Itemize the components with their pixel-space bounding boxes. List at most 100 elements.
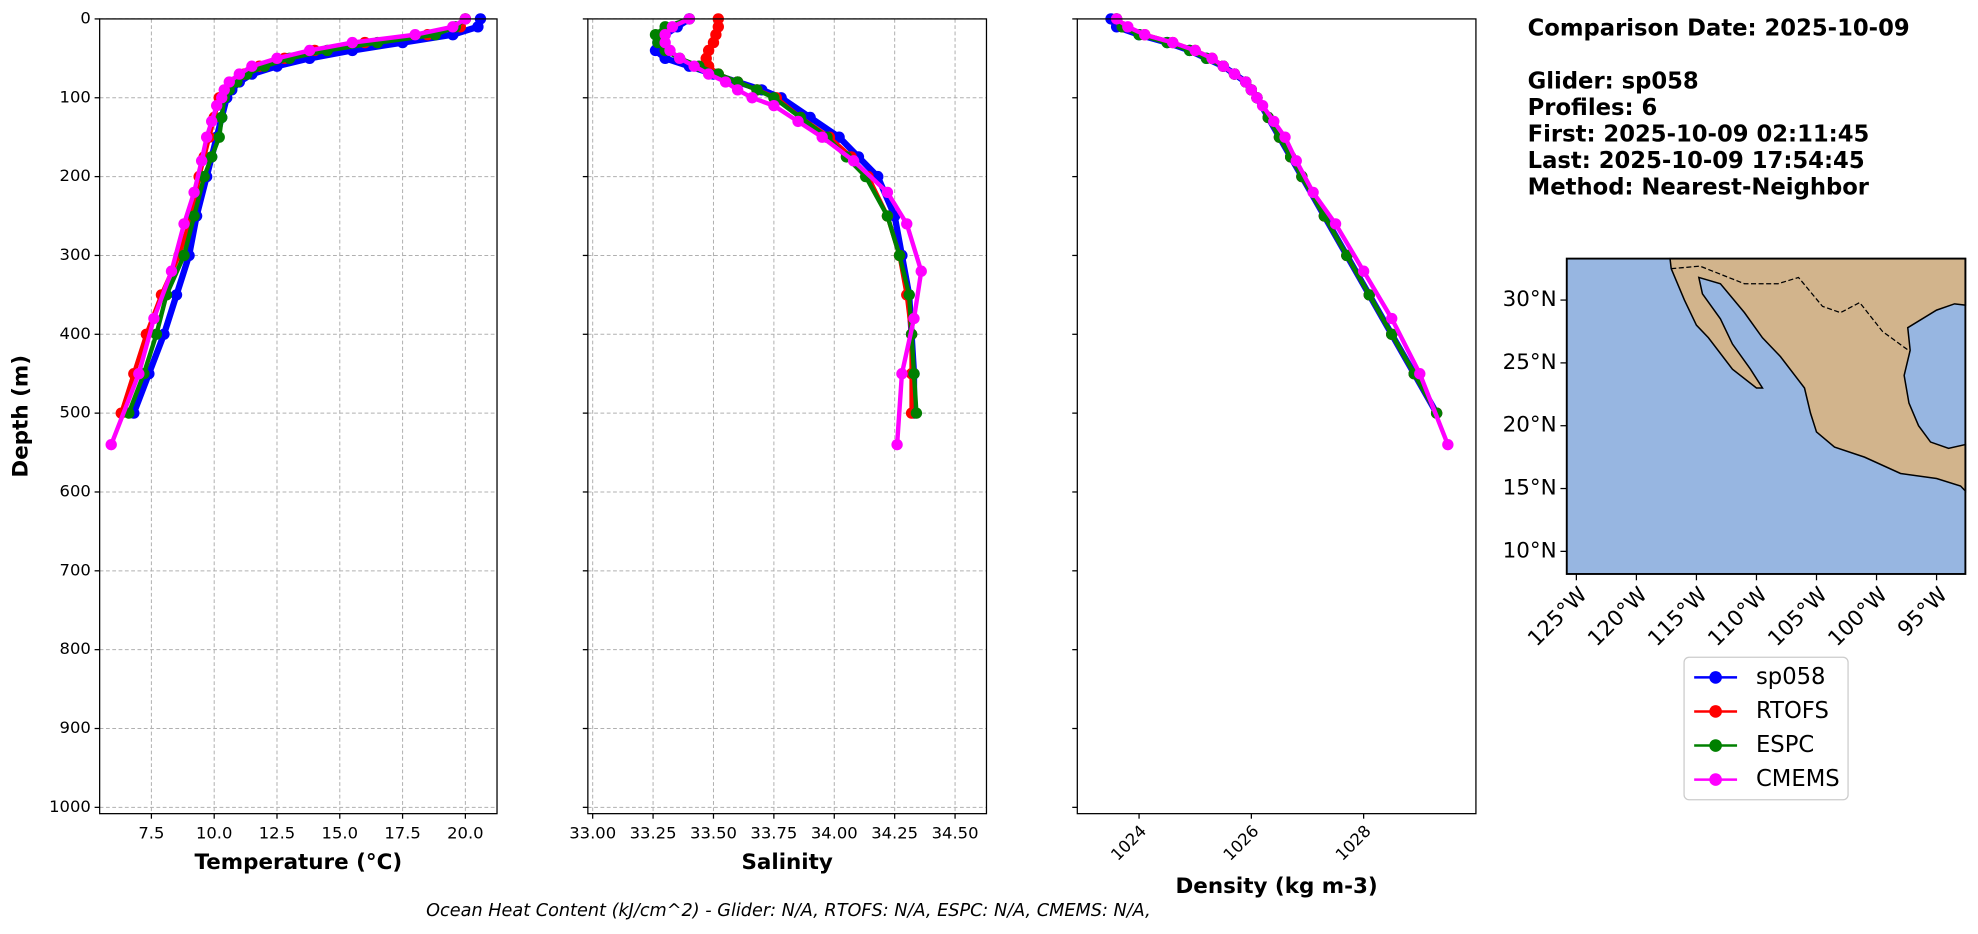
map-lon-label: 110°W <box>1703 582 1772 651</box>
series-marker <box>1268 115 1280 128</box>
series-marker <box>659 29 671 41</box>
legend-marker <box>1709 739 1722 752</box>
plot-frame <box>1076 18 1477 815</box>
series-marker <box>881 186 894 199</box>
series-marker <box>908 368 920 380</box>
series-marker <box>165 265 178 277</box>
x-tick-label: 1028 <box>1332 821 1375 864</box>
series-marker <box>150 328 163 340</box>
series-marker <box>346 36 359 49</box>
series-marker <box>816 131 828 143</box>
series-marker <box>847 155 860 167</box>
series-marker <box>1206 52 1218 65</box>
x-axis-label: Salinity <box>741 850 832 875</box>
info-line: Glider: sp058 <box>1528 68 1699 94</box>
x-tick-label: 1024 <box>1107 821 1150 864</box>
plot-frame <box>587 18 988 815</box>
series-marker <box>1357 265 1370 277</box>
info-line: Last: 2025-10-09 17:54:45 <box>1528 148 1865 174</box>
series-marker <box>1279 131 1291 143</box>
series-marker <box>1228 68 1241 80</box>
series-marker <box>1442 438 1454 451</box>
map-lon-label: 120°W <box>1583 582 1652 651</box>
series-marker <box>188 210 200 222</box>
map-lat-label: 30°N <box>1503 287 1557 312</box>
x-axis-label: Temperature (°C) <box>194 850 402 875</box>
series-line <box>126 17 467 414</box>
map-lat-label: 20°N <box>1503 413 1557 438</box>
info-line: Profiles: 6 <box>1528 95 1658 121</box>
info-line: Comparison Date: 2025-10-09 <box>1528 16 1910 42</box>
series-marker <box>200 131 213 143</box>
series-marker <box>1341 249 1353 262</box>
series-marker <box>178 218 190 230</box>
series-marker <box>1307 186 1319 199</box>
map-frame <box>1565 257 1967 575</box>
y-tick-label: 100 <box>60 87 91 106</box>
series-marker <box>211 99 223 112</box>
series-marker <box>666 21 679 33</box>
series-marker <box>271 52 283 65</box>
map-lat-label: 10°N <box>1503 538 1557 563</box>
series-marker <box>216 111 228 124</box>
series-marker <box>206 115 218 128</box>
series-line <box>109 17 467 446</box>
x-tick-label: 1026 <box>1219 821 1262 864</box>
legend-label: ESPC <box>1756 732 1814 758</box>
x-tick-label: 20.0 <box>447 823 483 842</box>
series-marker <box>1256 99 1269 112</box>
series-line <box>1114 17 1439 415</box>
series-marker <box>148 312 160 325</box>
y-tick-label: 1000 <box>49 797 91 816</box>
series-marker <box>1245 84 1258 96</box>
x-tick-label: 33.00 <box>569 823 616 842</box>
y-tick-label: 900 <box>60 718 91 737</box>
series-marker <box>673 52 686 65</box>
x-tick-label: 15.0 <box>322 823 358 842</box>
y-tick-label: 500 <box>60 403 91 422</box>
x-tick-label: 33.50 <box>690 823 737 842</box>
x-tick-label: 7.5 <box>138 823 164 842</box>
series-marker <box>1386 312 1398 325</box>
series-marker <box>1414 368 1426 380</box>
footer: Ocean Heat Content (kJ/cm^2) - Glider: N… <box>426 901 1151 921</box>
series-line <box>1108 17 1440 415</box>
series-marker <box>206 151 218 163</box>
series-marker <box>901 218 913 230</box>
series-marker <box>1290 155 1302 167</box>
series-marker <box>195 155 208 167</box>
info-line: First: 2025-10-09 02:11:45 <box>1528 121 1870 147</box>
series-marker <box>664 44 676 57</box>
series-marker <box>213 131 225 143</box>
x-tick-label: 33.25 <box>630 823 677 842</box>
series-marker <box>1251 92 1263 104</box>
map-lon-label: 105°W <box>1763 582 1832 651</box>
series-line <box>662 16 924 445</box>
legend-marker <box>1709 705 1722 718</box>
series-marker <box>792 115 804 128</box>
series-marker <box>731 84 744 96</box>
series-marker <box>472 21 484 33</box>
y-tick-label: 700 <box>60 560 91 579</box>
x-tick-label: 17.5 <box>384 823 420 842</box>
map-lon-label: 115°W <box>1643 582 1712 651</box>
x-tick-label: 34.00 <box>811 823 858 842</box>
y-tick-label: 800 <box>60 639 91 658</box>
series-marker <box>903 289 915 301</box>
x-axis-label: Density (kg m-3) <box>1176 874 1378 899</box>
x-tick-label: 33.75 <box>750 823 797 842</box>
x-tick-label: 12.5 <box>259 823 295 842</box>
y-tick-label: 200 <box>60 166 91 185</box>
series-marker <box>768 99 780 112</box>
x-tick-label: 34.50 <box>932 823 979 842</box>
series-line <box>651 16 918 414</box>
map-lon-label: 100°W <box>1823 582 1892 651</box>
y-tick-label: 400 <box>60 324 91 343</box>
series-marker <box>233 68 245 80</box>
series-marker <box>768 92 780 104</box>
y-axis-label: Depth (m) <box>8 355 33 478</box>
x-tick-label: 10.0 <box>196 823 232 842</box>
y-tick-label: 600 <box>60 481 91 500</box>
